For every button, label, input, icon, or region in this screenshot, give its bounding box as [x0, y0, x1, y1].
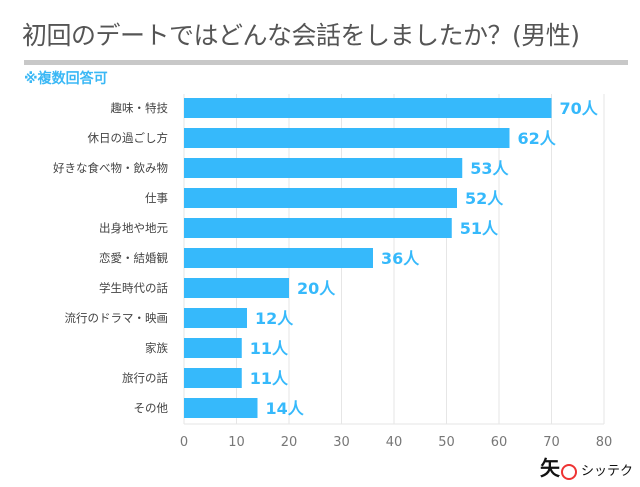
category-label: 学生時代の話 — [99, 281, 168, 295]
x-tick-label: 40 — [386, 435, 403, 450]
bar — [184, 158, 463, 178]
data-label: 53人 — [470, 159, 509, 178]
data-label: 14人 — [266, 399, 305, 418]
category-label: 出身地や地元 — [99, 221, 168, 235]
data-label: 70人 — [560, 99, 599, 118]
bar — [184, 368, 242, 388]
category-label: 家族 — [145, 341, 168, 355]
x-tick-label: 30 — [333, 435, 350, 450]
data-label: 11人 — [250, 339, 289, 358]
category-label: 休日の過ごし方 — [88, 131, 169, 145]
data-label: 20人 — [297, 279, 336, 298]
data-label: 11人 — [250, 369, 289, 388]
bar — [184, 128, 510, 148]
x-tick-label: 20 — [281, 435, 298, 450]
x-tick-label: 0 — [180, 435, 188, 450]
logo-text: シッテク — [581, 464, 634, 479]
data-label: 52人 — [465, 189, 504, 208]
category-label: 旅行の話 — [122, 371, 168, 385]
chart-title: 初回のデートではどんな会話をしましたか？(男性) — [22, 21, 580, 50]
bar — [184, 278, 289, 298]
category-label: 恋愛・結婚観 — [99, 251, 168, 265]
bar — [184, 218, 452, 238]
x-tick-label: 10 — [228, 435, 245, 450]
bar — [184, 308, 247, 328]
title-divider — [24, 60, 628, 65]
data-label: 51人 — [460, 219, 499, 238]
bar — [184, 338, 242, 358]
x-tick-label: 70 — [543, 435, 560, 450]
x-tick-label: 60 — [491, 435, 508, 450]
x-tick-label: 80 — [596, 435, 613, 450]
data-label: 36人 — [381, 249, 420, 268]
logo-mark: 矢 — [540, 456, 560, 480]
chart-subtitle: ※複数回答可 — [24, 71, 108, 87]
data-label: 12人 — [255, 309, 294, 328]
category-label: 流行のドラマ・映画 — [65, 311, 169, 325]
bar — [184, 398, 258, 418]
category-label: その他 — [134, 401, 169, 415]
bar — [184, 98, 552, 118]
bar — [184, 188, 457, 208]
category-label: 趣味・特技 — [111, 101, 169, 115]
category-label: 仕事 — [145, 191, 168, 205]
category-label: 好きな食べ物・飲み物 — [53, 161, 168, 175]
logo: 矢 シッテク — [540, 452, 633, 481]
smiley-icon — [561, 463, 577, 480]
data-label: 62人 — [518, 129, 557, 148]
bar — [184, 248, 373, 268]
x-tick-label: 50 — [438, 435, 455, 450]
